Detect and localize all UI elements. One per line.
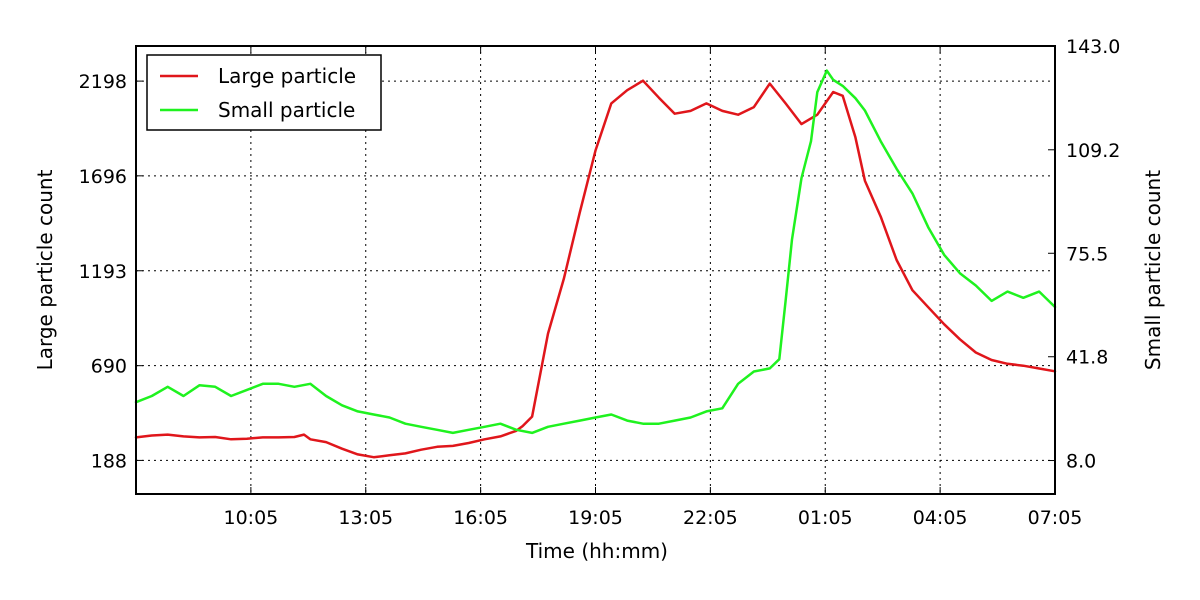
x-tick-label: 07:05 <box>1028 507 1083 529</box>
x-tick-label: 01:05 <box>798 507 853 529</box>
x-tick-label: 19:05 <box>568 507 623 529</box>
grid-lines <box>136 46 1055 494</box>
y-left-tick-label: 2198 <box>79 71 127 93</box>
y-axis-left-label: Large particle count <box>33 169 57 370</box>
y-axis-right-label: Small particle count <box>1141 170 1165 370</box>
y-left-tick-label: 690 <box>91 356 127 378</box>
y-right-tick-label: 75.5 <box>1066 243 1108 265</box>
x-tick-label: 16:05 <box>453 507 508 529</box>
y-right-tick-label: 109.2 <box>1066 140 1120 162</box>
y-left-tick-label: 1696 <box>79 166 127 188</box>
x-tick-label: 13:05 <box>338 507 393 529</box>
tick-labels: 10:05 13:05 16:05 19:05 22:05 01:05 04:05 07:05… <box>79 36 1121 529</box>
series-lines <box>134 69 1057 459</box>
y-right-tick-label: 8.0 <box>1066 451 1096 473</box>
x-tick-label: 10:05 <box>223 507 278 529</box>
series-line-large-particle <box>134 79 1057 459</box>
axis-ticks <box>136 45 1056 494</box>
x-tick-label: 04:05 <box>913 507 968 529</box>
x-tick-label: 22:05 <box>683 507 738 529</box>
legend-label-small-particle: Small particle <box>218 98 355 122</box>
y-left-tick-label: 188 <box>91 450 127 472</box>
y-right-tick-label: 143.0 <box>1066 36 1120 58</box>
series-line-small-particle <box>134 69 1057 435</box>
legend-box <box>146 54 382 131</box>
legend-label-large-particle: Large particle <box>218 64 356 88</box>
x-axis-label: Time (hh:mm) <box>525 539 668 563</box>
legend: Large particle Small particle <box>146 54 382 131</box>
y-left-tick-label: 1193 <box>79 261 127 283</box>
y-right-tick-label: 41.8 <box>1066 347 1108 369</box>
